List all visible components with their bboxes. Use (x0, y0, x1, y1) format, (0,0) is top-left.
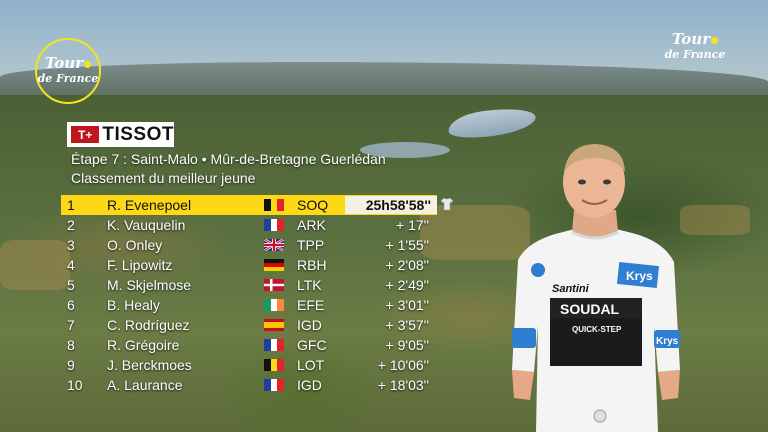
lake-arm (360, 142, 450, 158)
standings-row: 4 F. Lipowitz RBH + 2'08'' (61, 255, 437, 275)
logo-line-2: de France (664, 48, 726, 61)
team-code: GFC (297, 337, 327, 353)
time-gap: + 18'03'' (377, 377, 429, 393)
tissot-sponsor-badge: T+ TISSOT (67, 122, 174, 147)
krys-chest-logo: Krys (626, 269, 653, 283)
standings-row: 8 R. Grégoire GFC + 9'05'' (61, 335, 437, 355)
rank: 5 (67, 277, 75, 293)
logo-line-2: de France (37, 72, 99, 85)
sun-dot-icon (84, 61, 92, 68)
time-gap: + 2'08'' (385, 257, 429, 273)
rank: 9 (67, 357, 75, 373)
team-code: TPP (297, 237, 325, 253)
rider-name: A. Laurance (107, 377, 183, 393)
standings-table: 1 R. Evenepoel SOQ 25h58'58'' 2 K. Vauqu… (61, 195, 437, 395)
soudal-logo: SOUDAL (560, 301, 620, 317)
flag-denmark-icon (264, 279, 284, 291)
standings-row: 5 M. Skjelmose LTK + 2'49'' (61, 275, 437, 295)
rider-name: F. Lipowitz (107, 257, 173, 273)
time-gap: + 1'55'' (385, 237, 429, 253)
rider-name: R. Evenepoel (107, 197, 192, 213)
standings-row: 10 A. Laurance IGD + 18'03'' (61, 375, 437, 395)
quickstep-logo: QUICK-STEP (572, 325, 622, 334)
tour-de-france-logo-corner: Tour de France (664, 22, 726, 72)
rank: 4 (67, 257, 75, 273)
rank: 3 (67, 237, 75, 253)
tissot-cross-icon: T+ (71, 126, 100, 143)
rank: 2 (67, 217, 75, 233)
rider-name: K. Vauquelin (107, 217, 186, 233)
rank: 6 (67, 297, 75, 313)
field (0, 240, 70, 290)
time-gap: + 3'01'' (385, 297, 429, 313)
santini-logo: Santini (552, 283, 590, 295)
flag-germany-icon (264, 259, 284, 271)
team-code: LTK (297, 277, 322, 293)
rider-name: M. Skjelmose (107, 277, 192, 293)
flag-belgium-icon (264, 199, 284, 211)
flag-france-icon (264, 339, 284, 351)
rider-name: C. Rodríguez (107, 317, 190, 333)
team-code: ARK (297, 217, 326, 233)
white-jersey-icon (440, 197, 454, 211)
flag-ireland-icon (264, 299, 284, 311)
rider-portrait: Krys Santini SOUDAL QUICK-STEP Krys (512, 144, 680, 432)
flag-belgium-icon (264, 359, 284, 371)
tour-de-france-logo: Tour de France (35, 38, 101, 104)
team-code: LOT (297, 357, 325, 373)
flag-uk-icon (264, 239, 284, 251)
time-gap: + 17'' (396, 217, 429, 233)
sun-dot-icon (711, 37, 719, 44)
time-gap: + 2'49'' (385, 277, 429, 293)
field (420, 205, 530, 260)
stage-title: Étape 7 : Saint-Malo • Mûr-de-Bretagne G… (71, 151, 386, 167)
logo-line-1: Tour (671, 30, 711, 48)
standings-row: 6 B. Healy EFE + 3'01'' (61, 295, 437, 315)
standings-row: 9 J. Berckmoes LOT + 10'06'' (61, 355, 437, 375)
rank: 10 (67, 377, 83, 393)
team-code: RBH (297, 257, 327, 273)
standings-row-leader: 1 R. Evenepoel SOQ 25h58'58'' (61, 195, 437, 215)
team-code: IGD (297, 317, 322, 333)
rider-name: R. Grégoire (107, 337, 180, 353)
logo-line-1: Tour (44, 54, 84, 72)
flag-france-icon (264, 379, 284, 391)
tissot-wordmark: TISSOT (102, 123, 174, 145)
flag-spain-icon (264, 319, 284, 331)
classification-title: Classement du meilleur jeune (71, 170, 256, 186)
time: 25h58'58'' (345, 196, 437, 214)
time-gap: + 3'57'' (385, 317, 429, 333)
flag-france-icon (264, 219, 284, 231)
rider-name: J. Berckmoes (107, 357, 192, 373)
rank: 7 (67, 317, 75, 333)
rider-name: B. Healy (107, 297, 160, 313)
team-code: IGD (297, 377, 322, 393)
time-gap: + 9'05'' (385, 337, 429, 353)
field (680, 205, 750, 235)
standings-row: 7 C. Rodríguez IGD + 3'57'' (61, 315, 437, 335)
time-gap: + 10'06'' (377, 357, 429, 373)
standings-row: 2 K. Vauquelin ARK + 17'' (61, 215, 437, 235)
team-code: SOQ (297, 197, 329, 213)
rank: 8 (67, 337, 75, 353)
team-code: EFE (297, 297, 325, 313)
standings-row: 3 O. Onley TPP + 1'55'' (61, 235, 437, 255)
rider-name: O. Onley (107, 237, 163, 253)
rank: 1 (67, 197, 75, 213)
krys-sleeve-logo: Krys (656, 336, 679, 347)
